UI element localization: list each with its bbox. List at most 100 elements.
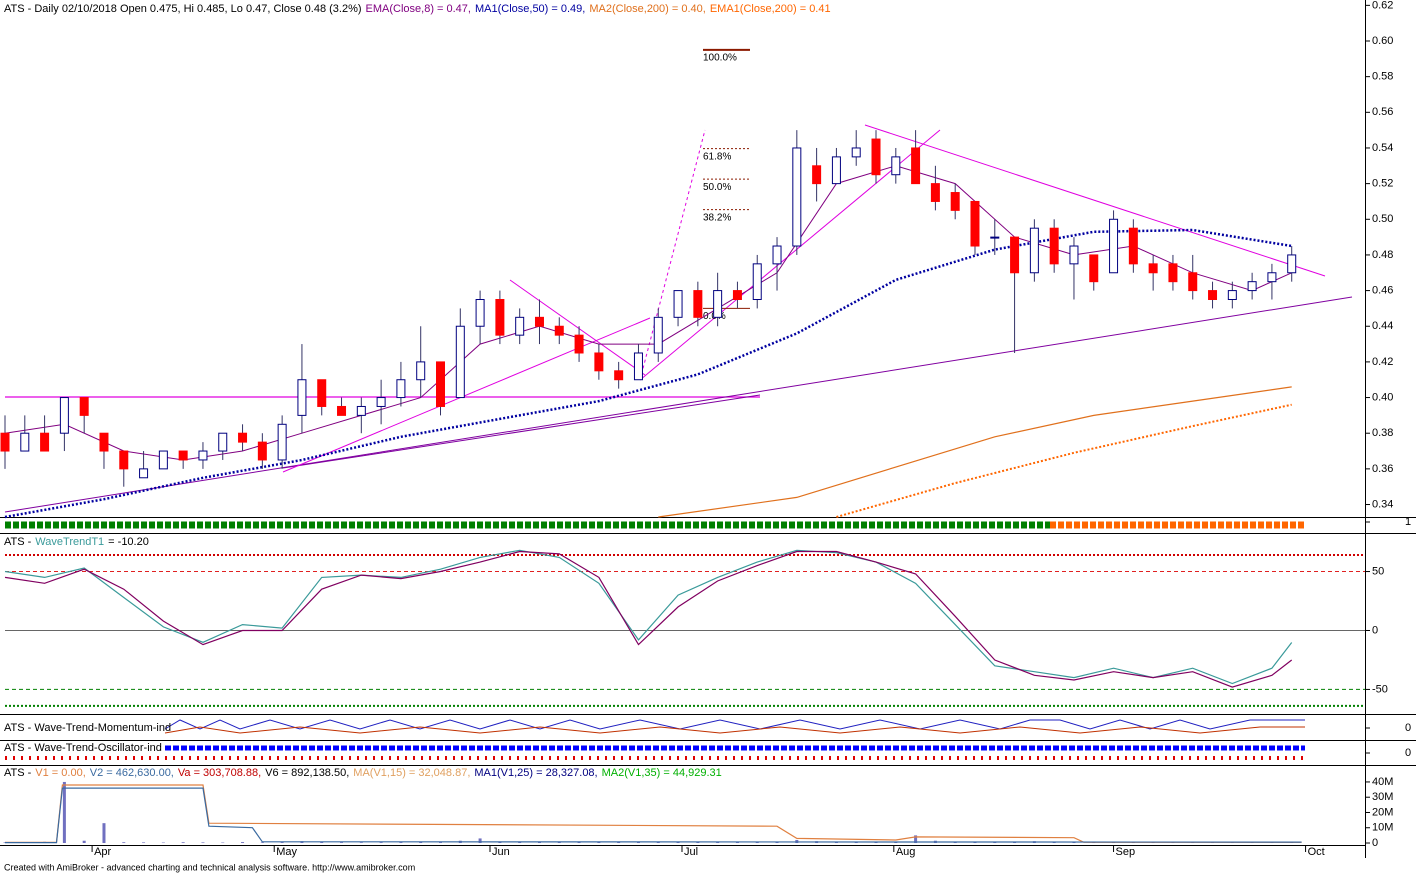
volume-bar [617, 842, 621, 844]
candle-body [455, 325, 465, 399]
legend-item: V1 = 0.00, [35, 767, 85, 779]
candle-body [139, 468, 149, 479]
candle-body [1128, 227, 1138, 265]
volume-bar [439, 842, 443, 844]
x-tick-label: Sep [1116, 846, 1136, 858]
candle-body [1109, 218, 1119, 274]
legend-item: ATS - [4, 767, 32, 779]
candle-body [772, 245, 782, 265]
legend-item: MA2(Close,200) = 0.40, [589, 3, 705, 15]
candle-body [436, 361, 446, 407]
legend: ATS - Daily 02/10/2018 Open 0.475, Hi 0.… [4, 3, 831, 15]
y-tick-label: 0 [1372, 624, 1378, 636]
candle-body [475, 299, 485, 327]
volume-bar [914, 835, 918, 844]
volume-bar [320, 842, 324, 844]
y-tick-label: 0.46 [1372, 284, 1393, 296]
series-line [4, 549, 1293, 685]
candle-body [732, 290, 742, 301]
volume-bar [280, 842, 284, 844]
volume-bar [142, 842, 146, 844]
candle-body [990, 236, 1000, 239]
candle-body [851, 147, 861, 158]
candle-body [673, 290, 683, 318]
candle-body [930, 183, 940, 202]
volume-bar [241, 842, 245, 844]
candle-body [1227, 290, 1237, 301]
momentum-line [164, 726, 1305, 734]
volume-bar [181, 842, 185, 844]
legend-item: V6 = 892,138.50, [265, 767, 349, 779]
candle-body [198, 450, 208, 461]
candle-body [1287, 254, 1297, 274]
oscillator-pane [5, 745, 1305, 760]
candle-body [1010, 236, 1020, 274]
candle-body [891, 156, 901, 176]
volume-bar [82, 840, 86, 844]
volume-bar [557, 842, 561, 844]
fib-label: 50.0% [703, 182, 731, 193]
y-tick-label: 0.34 [1372, 498, 1393, 510]
candle-body [376, 397, 386, 407]
legend-item: WaveTrendT1 [35, 536, 104, 548]
candle-body [515, 316, 525, 336]
legend-item: Va = 303,708.88, [178, 767, 261, 779]
volume-bar [478, 838, 482, 844]
candle-body [119, 450, 129, 470]
support-line [282, 394, 761, 469]
candle-body [297, 379, 307, 416]
momentum-pane [164, 719, 1305, 734]
y-tick-label: 0 [1405, 722, 1411, 734]
candle-body [416, 361, 426, 381]
candle-body [317, 379, 327, 407]
legend-item: MA1(V1,25) = 28,327.08, [474, 767, 597, 779]
fib-label: 61.8% [703, 151, 731, 162]
candle-body [495, 299, 505, 336]
candle-body [574, 334, 584, 354]
y-tick-label: 0.60 [1372, 35, 1393, 47]
candle-body [792, 147, 802, 247]
fib-label: 38.2% [703, 212, 731, 223]
candle-body [218, 432, 228, 452]
y-tick-label: 0.58 [1372, 71, 1393, 83]
resistance-line [864, 124, 1326, 277]
volume-bar [597, 842, 601, 844]
legend-item: = -10.20 [108, 536, 149, 548]
x-tick-label: Apr [94, 846, 111, 858]
volume-bar [537, 842, 541, 844]
candle-body [257, 441, 267, 461]
candle-body [950, 192, 960, 211]
candle-body [970, 200, 980, 247]
trend-line [639, 129, 941, 381]
footer: Created with AmiBroker - advanced charti… [4, 862, 415, 872]
pane-title: ATS - Wave-Trend-Momentum-ind [4, 722, 171, 734]
candle-body [1267, 272, 1277, 283]
volume-bar [122, 842, 126, 844]
volume-bar [62, 781, 66, 844]
volume-bar [419, 841, 423, 844]
candle-body [1069, 245, 1079, 265]
y-tick-label: 0.52 [1372, 178, 1393, 190]
candle-body [79, 397, 89, 416]
legend-item: V2 = 462,630.00, [90, 767, 174, 779]
volume-bar [577, 842, 581, 844]
candle-body [534, 316, 544, 327]
candle-body [396, 379, 406, 399]
legend-item: ATS - [4, 536, 32, 548]
candle-body [713, 290, 723, 318]
y-tick-label: 0.38 [1372, 427, 1393, 439]
y-tick-label: 0.62 [1372, 0, 1393, 11]
y-tick-label: 1 [1405, 516, 1411, 528]
candle-body [1049, 227, 1059, 265]
y-tick-label: -50 [1372, 683, 1388, 695]
candle-body [40, 432, 50, 452]
candle-body [812, 165, 822, 185]
candle-body [20, 432, 30, 452]
series-line [836, 403, 1292, 518]
candle-body [99, 432, 109, 452]
y-tick-label: 0.40 [1372, 391, 1393, 403]
candle-body [594, 352, 604, 372]
candle-body [653, 316, 663, 354]
y-tick-label: 0.42 [1372, 356, 1393, 368]
